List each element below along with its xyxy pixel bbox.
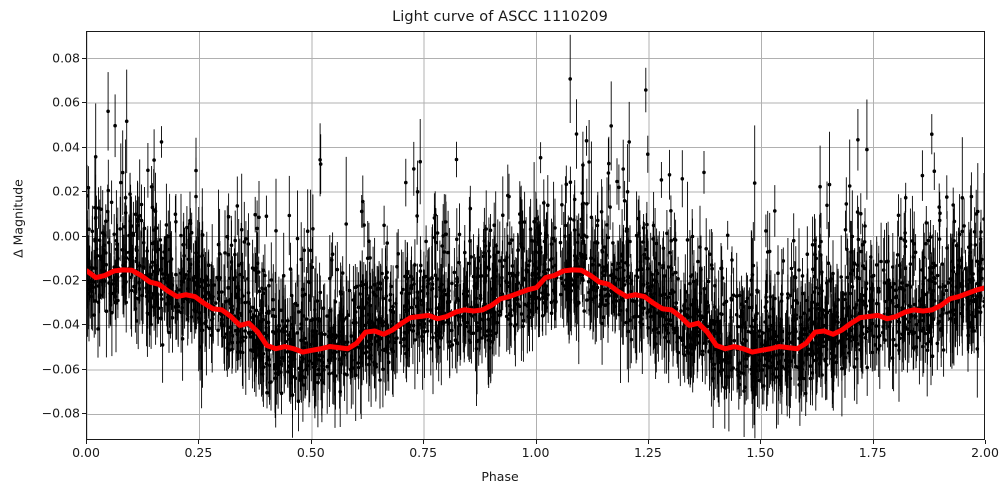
y-tick-mark — [82, 279, 86, 281]
y-tick-mark — [82, 102, 86, 104]
y-tick-mark — [82, 146, 86, 148]
x-tick-label: 0.75 — [409, 445, 438, 460]
y-tick-mark — [82, 413, 86, 415]
y-tick-mark — [82, 235, 86, 237]
y-tick-label: 0.00 — [52, 228, 80, 243]
y-tick-label: 0.02 — [52, 183, 80, 199]
x-tick-mark — [760, 440, 762, 444]
y-tick-label: 0.06 — [52, 94, 80, 110]
x-tick-label: 0.00 — [72, 445, 100, 460]
x-tick-mark — [535, 440, 537, 444]
y-tick-label: 0.04 — [52, 139, 80, 155]
y-tick-label: −0.06 — [41, 361, 80, 377]
y-tick-label: −0.08 — [41, 405, 80, 421]
y-tick-label: −0.04 — [41, 316, 80, 332]
y-tick-mark — [82, 57, 86, 59]
x-tick-label: 0.25 — [184, 445, 213, 460]
x-tick-mark — [198, 440, 200, 444]
x-tick-label: 1.75 — [858, 445, 887, 460]
x-tick-label: 1.00 — [521, 445, 550, 460]
y-tick-mark — [82, 324, 86, 326]
x-axis-tick-labels: 0.00 0.25 0.50 0.75 1.00 1.25 1.50 1.75 2.00 — [0, 445, 1000, 465]
x-tick-mark — [310, 440, 312, 444]
x-tick-mark — [647, 440, 649, 444]
y-tick-mark — [82, 368, 86, 370]
page-title: Light curve of ASCC 1110209 — [392, 9, 608, 25]
x-tick-label: 0.50 — [296, 445, 325, 460]
x-tick-label: 1.50 — [746, 445, 775, 460]
y-tick-label: −0.02 — [41, 272, 80, 288]
x-tick-mark — [86, 440, 87, 444]
plot-canvas — [87, 32, 984, 439]
x-axis-label: Phase — [481, 469, 519, 484]
y-axis-tick-labels: −0.08 −0.06 −0.04 −0.02 0.00 0.02 0.04 0.06 0.08 — [8, 0, 80, 500]
x-tick-mark — [872, 440, 874, 444]
plot-area — [86, 31, 985, 440]
x-tick-mark — [423, 440, 425, 444]
data-point-cloud — [87, 34, 984, 439]
trend-line — [87, 267, 984, 355]
y-tick-label: 0.08 — [52, 50, 80, 66]
x-tick-mark — [985, 440, 986, 444]
y-tick-mark — [82, 191, 86, 193]
x-tick-label: 1.25 — [633, 445, 662, 460]
x-tick-label: 2.00 — [971, 445, 999, 460]
